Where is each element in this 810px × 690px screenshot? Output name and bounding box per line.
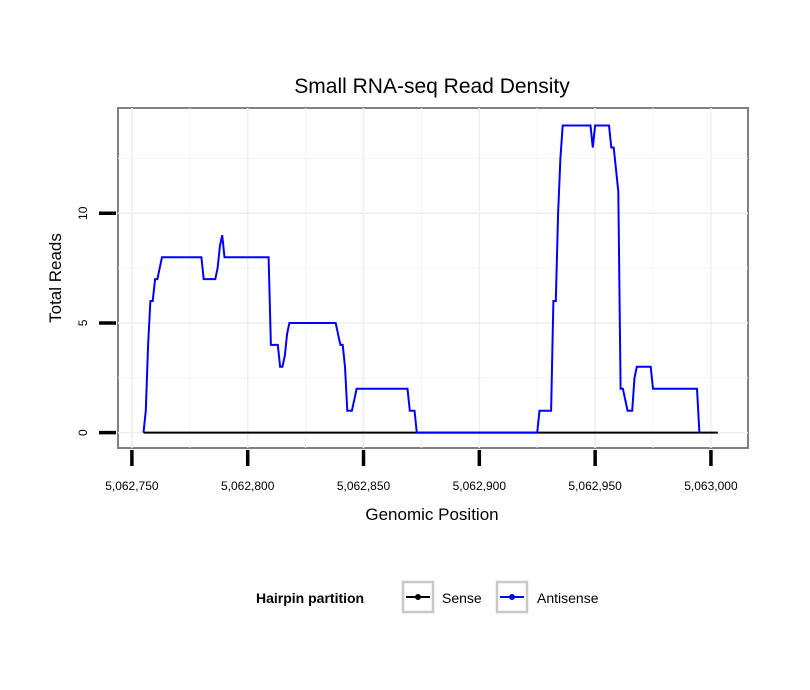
legend-marker-antisense (509, 594, 515, 600)
grid-minor (118, 108, 748, 448)
chart-title: Small RNA-seq Read Density (294, 75, 570, 98)
x-tick-label: 5,062,800 (221, 479, 275, 493)
legend-label-sense: Sense (442, 590, 482, 606)
x-axis: 5,062,750 5,062,800 5,062,850 5,062,900 5,06… (105, 450, 738, 493)
legend-title: Hairpin partition (256, 590, 364, 606)
x-tick-label: 5,063,000 (684, 479, 738, 493)
legend-item-sense: Sense (401, 580, 482, 614)
series-layer (142, 124, 718, 434)
legend-marker-sense (415, 594, 421, 600)
x-tick-label: 5,062,900 (453, 479, 507, 493)
series-line-antisense (142, 124, 701, 434)
x-tick-label: 5,062,850 (337, 479, 391, 493)
y-tick-label: 5 (76, 319, 90, 326)
plot-panel (117, 107, 749, 449)
y-axis: 0 5 10 (76, 206, 116, 436)
y-axis-title: Total Reads (46, 233, 65, 323)
legend-item-antisense: Antisense (495, 580, 599, 614)
y-tick-label: 10 (76, 206, 90, 220)
grid-major (118, 108, 748, 448)
x-tick-label: 5,062,750 (105, 479, 159, 493)
x-tick-label: 5,062,950 (568, 479, 622, 493)
legend: Hairpin partition Sense Antisense (256, 580, 599, 614)
x-axis-title: Genomic Position (365, 505, 498, 524)
y-tick-label: 0 (76, 429, 90, 436)
legend-label-antisense: Antisense (537, 590, 599, 606)
